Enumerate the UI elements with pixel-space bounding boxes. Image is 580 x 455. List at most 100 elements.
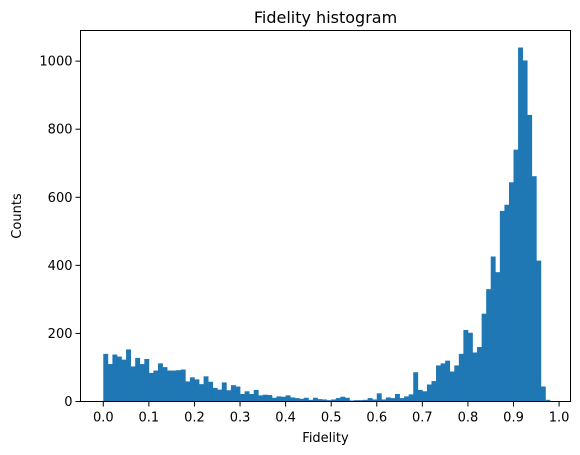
- chart-title: Fidelity histogram: [254, 8, 397, 27]
- x-axis-label: Fidelity: [302, 431, 349, 446]
- histogram-bar: [130, 366, 136, 402]
- histogram-bar: [531, 176, 537, 402]
- histogram-bar: [413, 372, 419, 402]
- histogram-bar: [363, 399, 369, 402]
- histogram-bar: [472, 352, 478, 402]
- histogram-bar: [303, 397, 309, 402]
- y-tick-label: 200: [48, 327, 73, 342]
- histogram-bar: [240, 394, 245, 402]
- histogram-bar: [221, 382, 227, 402]
- histogram-bar: [322, 399, 327, 402]
- histogram-bar: [281, 396, 286, 402]
- histogram-bar: [203, 376, 209, 402]
- histogram-bar: [157, 363, 163, 402]
- histogram-bar: [258, 395, 264, 402]
- histogram-bar: [153, 370, 159, 402]
- histogram-bar: [504, 204, 510, 402]
- x-axis-ticks: 0.0 0.1 0.2 0.3 0.4 0.5 0.6 0.7 0.8 0.9 1.0: [93, 401, 569, 426]
- histogram-bar: [390, 398, 396, 402]
- histogram-bar: [290, 397, 296, 402]
- histogram-bar: [107, 364, 113, 402]
- x-tick-label: 0.9: [503, 411, 524, 426]
- histogram-bar: [458, 353, 464, 402]
- histogram-bar: [436, 365, 441, 402]
- histogram-bar: [522, 60, 528, 402]
- histogram-bar: [399, 398, 405, 402]
- histogram-bar: [317, 399, 323, 402]
- histogram-bar: [208, 381, 214, 402]
- histogram-bar: [335, 398, 341, 402]
- histogram-bar: [486, 289, 492, 402]
- histogram-bar: [445, 360, 451, 402]
- x-tick-label: 0.4: [275, 411, 296, 426]
- histogram-bar: [513, 149, 519, 402]
- histogram-bar: [244, 391, 250, 402]
- histogram-bar: [189, 377, 195, 402]
- histogram-bar: [431, 381, 437, 402]
- histogram-bar: [103, 353, 109, 402]
- histogram-bar: [212, 387, 218, 402]
- histogram-bar: [477, 347, 482, 402]
- x-tick-label: 0.1: [139, 411, 160, 426]
- histogram-bar: [376, 393, 382, 402]
- histogram-bar: [404, 396, 410, 402]
- plot-frame: [80, 30, 571, 402]
- histogram-bar: [217, 389, 223, 402]
- histogram-bar: [426, 384, 432, 402]
- histogram-bar: [449, 371, 455, 402]
- histogram-bar: [518, 47, 523, 402]
- histogram-bar: [385, 397, 391, 402]
- y-axis-ticks: 0 200 400 600 800 1000: [39, 55, 81, 410]
- histogram-bar: [536, 260, 542, 402]
- y-tick-label: 0: [64, 395, 72, 410]
- histogram-bar: [381, 399, 387, 402]
- histogram-bar: [116, 356, 122, 402]
- x-tick-label: 0.2: [184, 411, 205, 426]
- histogram-bar: [226, 390, 232, 402]
- histogram-bar: [422, 391, 428, 402]
- y-tick-label: 800: [48, 123, 73, 138]
- x-tick-label: 0.7: [412, 411, 433, 426]
- histogram-bar: [199, 384, 204, 402]
- histogram-bar: [367, 398, 373, 402]
- histogram-bar: [340, 396, 346, 402]
- histogram-bar: [395, 394, 400, 402]
- histogram-bar: [481, 313, 487, 402]
- histogram-bar: [349, 400, 355, 402]
- y-tick-label: 1000: [39, 55, 72, 70]
- histogram-bar: [417, 389, 423, 402]
- histogram-bar: [326, 400, 332, 402]
- histogram-bar: [276, 396, 282, 402]
- histogram-bar: [271, 397, 277, 402]
- histogram-bar: [499, 210, 505, 402]
- histogram-bar: [344, 397, 350, 402]
- histogram-bar: [253, 389, 259, 402]
- histogram-bar: [490, 256, 496, 402]
- histogram-bar: [312, 397, 318, 402]
- histogram-bar: [267, 395, 273, 402]
- histogram-bar: [454, 365, 460, 402]
- histogram-bar: [148, 372, 154, 402]
- histogram-bar: [508, 182, 514, 402]
- histogram-bar: [463, 330, 469, 402]
- histogram-bar: [331, 399, 337, 402]
- histogram-bar: [126, 349, 131, 402]
- histogram-bar: [230, 385, 236, 402]
- histogram-bar: [308, 399, 314, 402]
- histogram-bar: [358, 400, 364, 402]
- x-tick-label: 0.0: [93, 411, 114, 426]
- x-tick-label: 0.5: [321, 411, 342, 426]
- histogram-bar: [167, 370, 173, 402]
- y-tick-label: 400: [48, 259, 73, 274]
- x-tick-label: 0.6: [366, 411, 387, 426]
- histogram-bar: [495, 272, 501, 402]
- histogram-bar: [180, 369, 186, 402]
- histogram-bar: [176, 370, 182, 402]
- histogram-bar: [171, 370, 177, 402]
- histogram-bar: [249, 394, 255, 402]
- histogram-bar: [299, 398, 305, 402]
- histogram-bar: [262, 394, 268, 402]
- histogram-bar: [162, 367, 168, 402]
- histogram-bar: [467, 332, 473, 402]
